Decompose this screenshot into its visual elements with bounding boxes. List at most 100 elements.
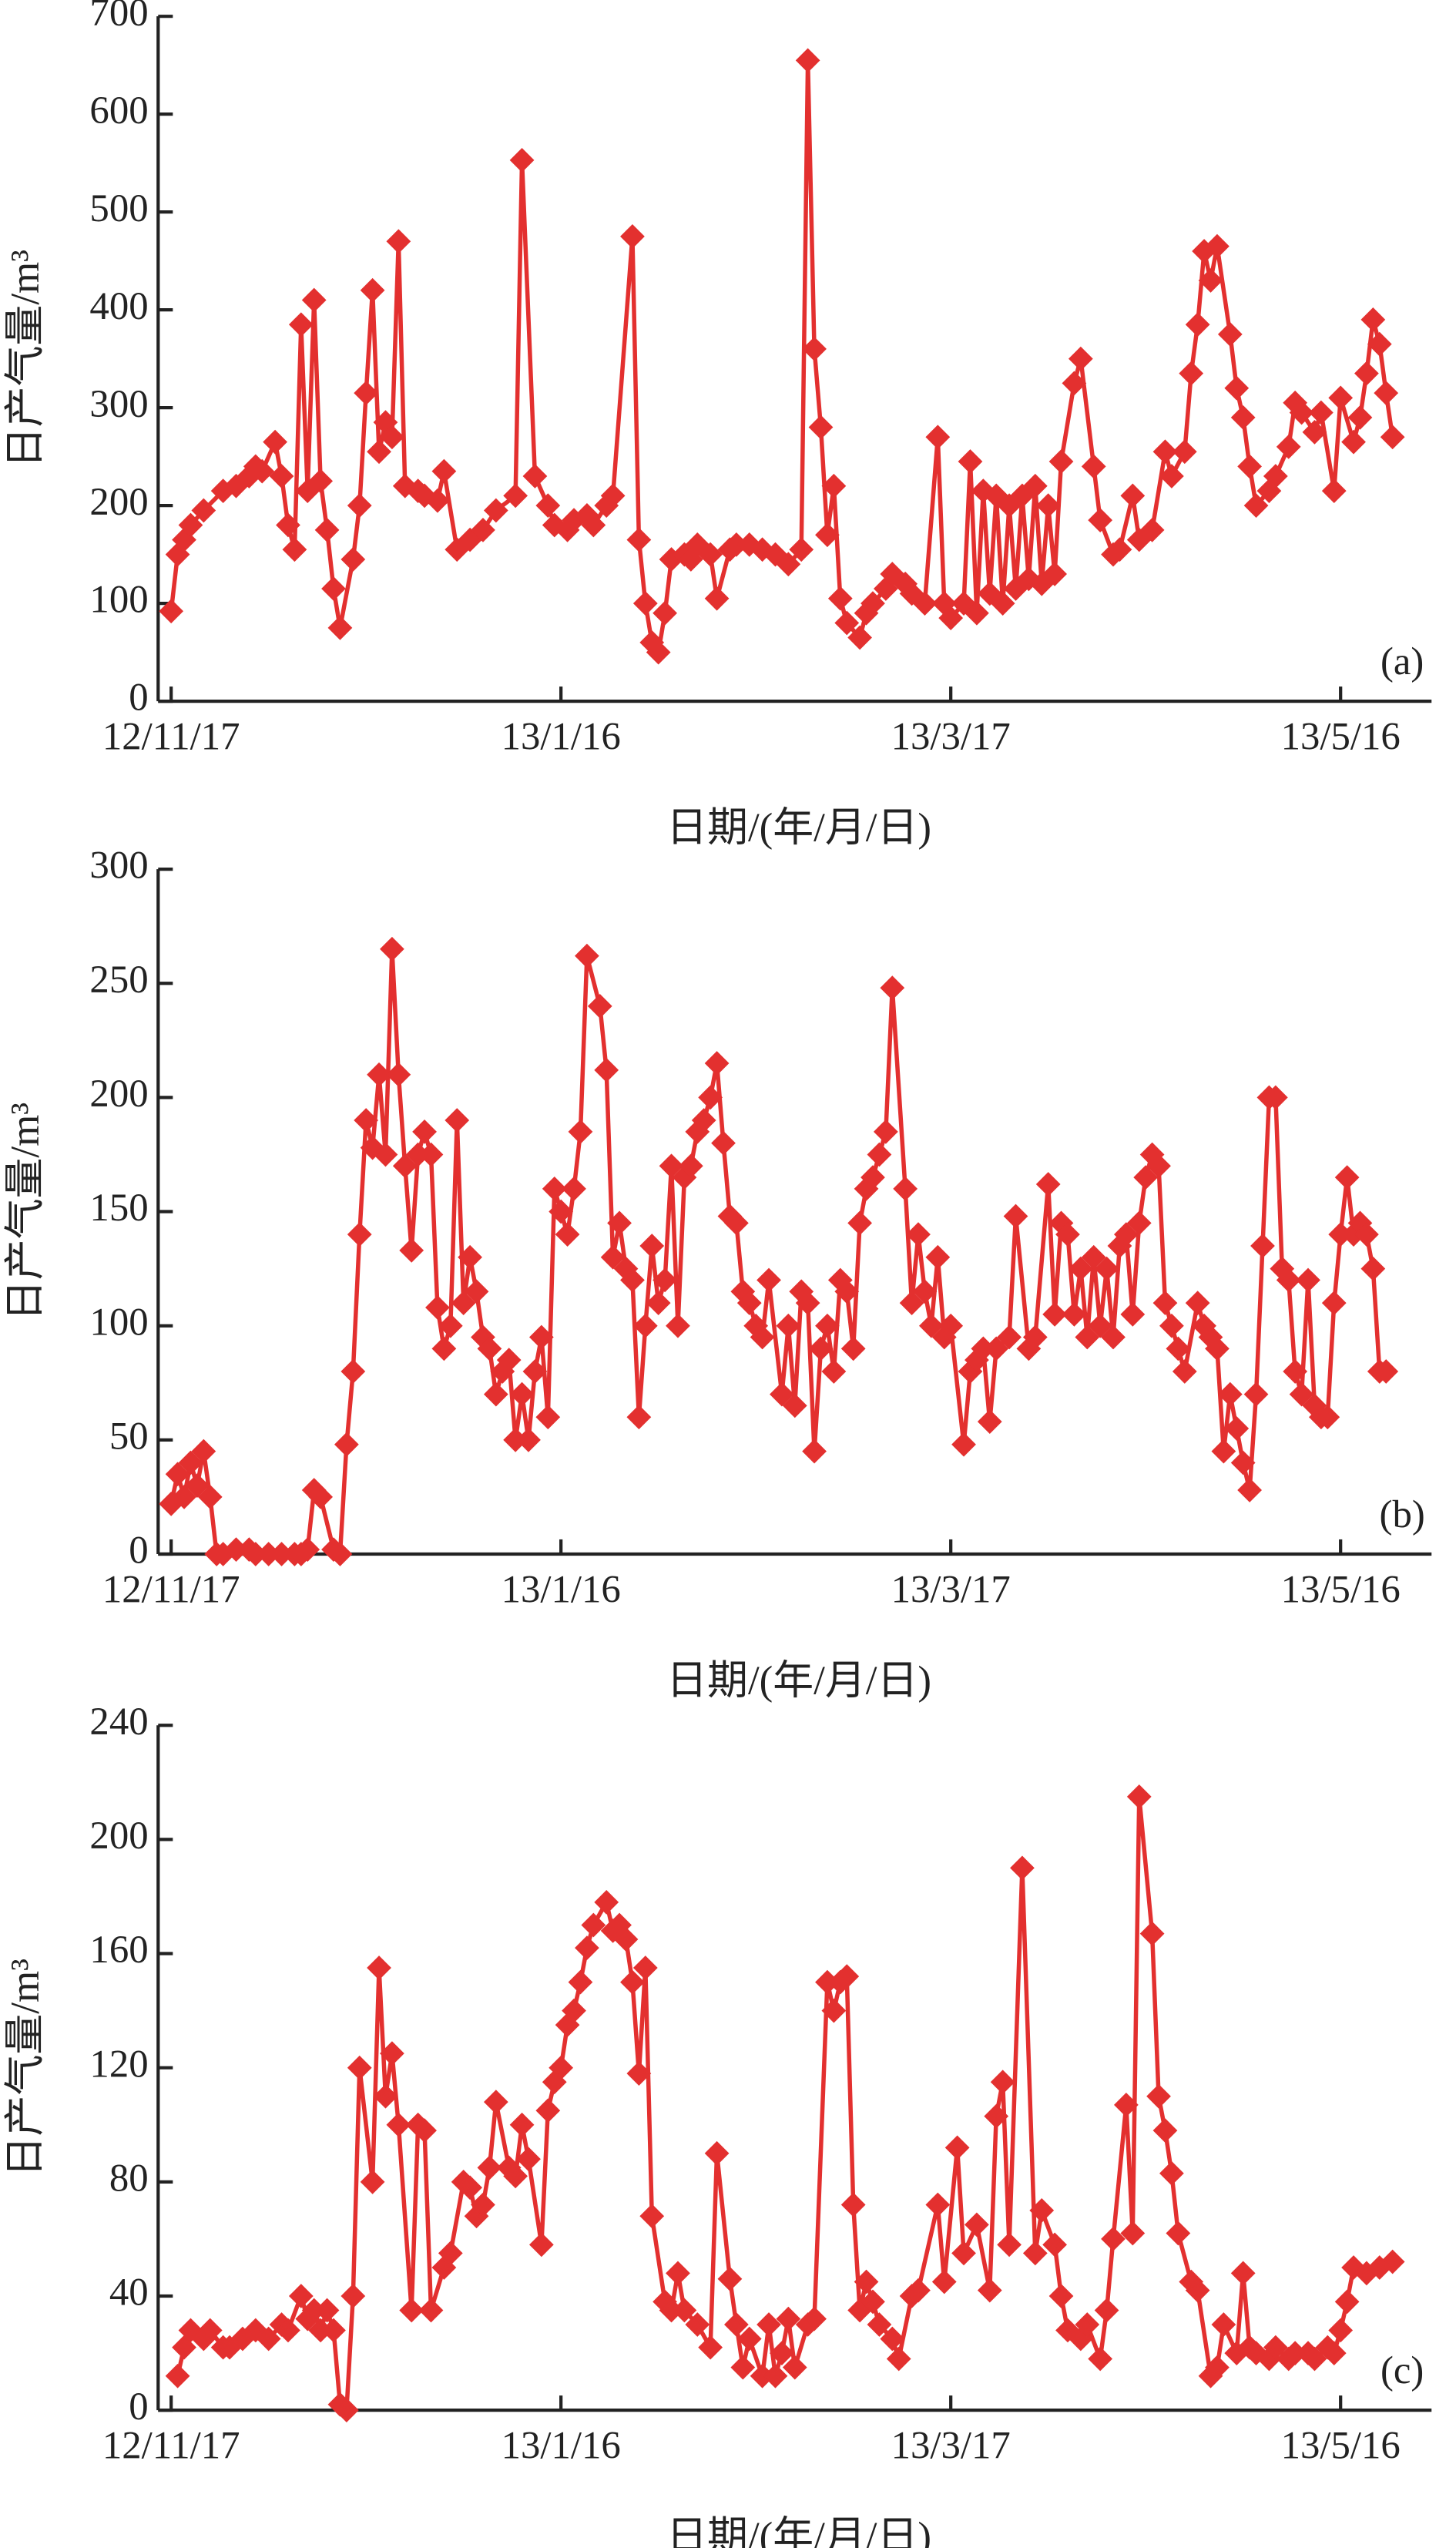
marker xyxy=(704,2140,730,2166)
marker xyxy=(938,606,964,631)
marker xyxy=(516,1427,541,1452)
marker xyxy=(1068,346,1093,371)
marker xyxy=(477,1336,502,1361)
marker xyxy=(990,2070,1015,2095)
marker xyxy=(1217,322,1243,347)
marker xyxy=(717,2266,743,2291)
marker xyxy=(1230,2261,1256,2286)
marker xyxy=(431,1336,457,1361)
marker xyxy=(632,591,658,616)
marker xyxy=(263,429,287,455)
marker xyxy=(197,1485,223,1509)
marker xyxy=(405,1142,431,1167)
marker xyxy=(951,2241,976,2266)
marker xyxy=(1243,1381,1269,1407)
marker xyxy=(1048,449,1074,474)
marker xyxy=(1101,2227,1126,2251)
marker xyxy=(925,425,951,450)
marker xyxy=(620,1267,645,1293)
marker xyxy=(1114,2092,1139,2117)
marker xyxy=(840,1336,866,1361)
marker xyxy=(1328,2318,1354,2343)
marker xyxy=(815,1969,840,1995)
marker xyxy=(1263,464,1288,488)
x-tick-label: 13/3/17 xyxy=(891,2424,1011,2467)
marker xyxy=(568,1119,593,1144)
marker xyxy=(1159,2160,1184,2186)
marker xyxy=(1179,361,1204,386)
marker xyxy=(854,2269,879,2295)
marker xyxy=(392,1153,418,1179)
y-tick-label: 120 xyxy=(89,2042,148,2085)
marker xyxy=(997,1324,1022,1350)
marker xyxy=(672,2298,697,2323)
marker xyxy=(821,473,847,499)
y-tick-label: 50 xyxy=(109,1415,149,1458)
marker xyxy=(1380,425,1405,450)
marker xyxy=(861,591,885,616)
chart-panel: 0 50 100 150 200 250 300 12/11/17 13/1/16 13/3/17… xyxy=(3,844,1432,1703)
marker xyxy=(1367,331,1392,357)
marker xyxy=(698,1085,723,1110)
marker xyxy=(1094,1256,1119,1281)
x-tick-label: 13/5/16 xyxy=(1281,2424,1401,2467)
marker xyxy=(360,2169,385,2194)
marker xyxy=(314,2298,340,2323)
marker xyxy=(1139,1921,1165,1946)
marker xyxy=(815,522,840,548)
marker xyxy=(931,2269,957,2295)
marker xyxy=(1088,2346,1113,2372)
marker xyxy=(425,1295,450,1320)
marker xyxy=(223,1537,249,1562)
marker xyxy=(1296,1267,1320,1293)
marker xyxy=(965,2212,989,2237)
marker xyxy=(367,1955,391,1980)
marker xyxy=(802,337,827,361)
marker xyxy=(321,2318,346,2343)
marker xyxy=(1152,439,1178,465)
marker xyxy=(997,2232,1022,2258)
marker xyxy=(327,1542,353,1566)
marker xyxy=(412,1119,437,1144)
marker xyxy=(528,1324,554,1350)
marker xyxy=(1380,2249,1405,2274)
marker xyxy=(562,1177,586,1201)
marker xyxy=(951,1432,976,1457)
marker xyxy=(1237,454,1262,479)
x-tick-label: 13/3/17 xyxy=(891,1567,1011,1610)
marker xyxy=(581,1912,606,1938)
marker xyxy=(1010,1855,1035,1881)
marker xyxy=(483,2090,508,2115)
marker xyxy=(1126,1210,1152,1236)
marker xyxy=(509,1381,535,1407)
marker xyxy=(1347,405,1373,430)
marker xyxy=(620,1969,645,1995)
x-tick-label: 13/1/16 xyxy=(502,2424,621,2467)
marker xyxy=(984,2103,1009,2129)
x-axis-label: 日期/(年/月/日) xyxy=(666,806,931,851)
marker xyxy=(1315,1405,1340,1430)
marker xyxy=(1224,375,1250,401)
marker xyxy=(392,473,418,499)
marker xyxy=(535,1405,561,1430)
marker xyxy=(1029,2198,1055,2223)
marker xyxy=(666,2261,690,2286)
y-tick-label: 200 xyxy=(89,480,148,523)
marker xyxy=(535,493,561,518)
marker xyxy=(724,2312,749,2337)
marker xyxy=(399,1238,424,1263)
marker xyxy=(165,2363,190,2389)
marker xyxy=(1205,1336,1230,1361)
marker xyxy=(1334,2289,1360,2315)
marker xyxy=(1341,429,1366,455)
marker xyxy=(1120,483,1146,509)
y-tick-label: 700 xyxy=(89,0,148,34)
marker xyxy=(386,229,411,254)
marker xyxy=(861,2289,885,2315)
marker xyxy=(594,1057,619,1083)
marker xyxy=(666,1313,690,1338)
marker xyxy=(1230,405,1256,430)
marker xyxy=(191,1438,216,1464)
marker xyxy=(1250,1234,1275,1258)
marker xyxy=(1224,1416,1250,1441)
